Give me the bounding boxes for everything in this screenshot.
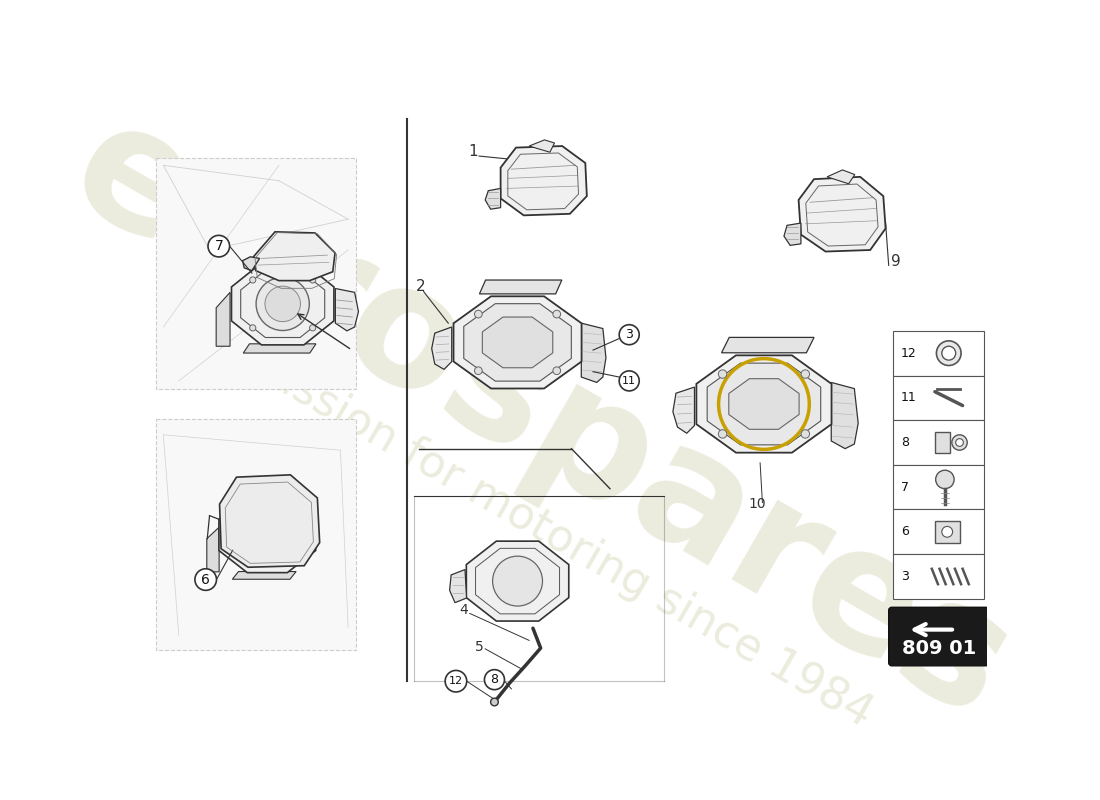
Circle shape <box>474 367 482 374</box>
Circle shape <box>553 367 561 374</box>
FancyBboxPatch shape <box>893 331 984 375</box>
Text: 6: 6 <box>901 526 909 538</box>
Text: eurospares: eurospares <box>44 86 1037 754</box>
Polygon shape <box>827 170 855 184</box>
Text: 5: 5 <box>475 639 484 654</box>
Circle shape <box>718 370 727 378</box>
Text: 9: 9 <box>891 254 901 269</box>
Circle shape <box>801 430 810 438</box>
Polygon shape <box>219 497 316 573</box>
Text: a passion for motoring since 1984: a passion for motoring since 1984 <box>201 318 880 736</box>
Polygon shape <box>581 323 606 382</box>
Circle shape <box>942 526 953 538</box>
Circle shape <box>956 438 964 446</box>
Circle shape <box>619 325 639 345</box>
FancyBboxPatch shape <box>893 375 984 420</box>
Polygon shape <box>156 158 356 389</box>
Polygon shape <box>935 521 959 542</box>
Polygon shape <box>696 355 832 453</box>
Text: 12: 12 <box>449 676 463 686</box>
Text: 4: 4 <box>460 603 469 618</box>
Circle shape <box>250 325 256 331</box>
Polygon shape <box>453 296 582 389</box>
Text: 3: 3 <box>901 570 909 583</box>
Circle shape <box>236 510 242 516</box>
Polygon shape <box>673 387 694 434</box>
Text: 2: 2 <box>416 279 426 294</box>
Polygon shape <box>799 177 886 251</box>
Polygon shape <box>480 280 562 294</box>
FancyBboxPatch shape <box>893 510 984 554</box>
Polygon shape <box>464 304 571 381</box>
Polygon shape <box>156 419 356 650</box>
Circle shape <box>244 511 290 558</box>
Polygon shape <box>243 257 260 270</box>
Polygon shape <box>784 223 801 246</box>
Polygon shape <box>529 140 554 152</box>
Circle shape <box>309 277 316 283</box>
Polygon shape <box>231 263 334 345</box>
Polygon shape <box>431 327 452 370</box>
Text: 10: 10 <box>749 497 767 511</box>
Polygon shape <box>220 475 320 567</box>
Polygon shape <box>217 292 230 346</box>
Polygon shape <box>707 363 821 445</box>
Polygon shape <box>722 338 814 353</box>
Text: 3: 3 <box>625 328 634 341</box>
Circle shape <box>293 510 298 516</box>
Polygon shape <box>935 432 950 454</box>
Circle shape <box>553 310 561 318</box>
Circle shape <box>195 569 217 590</box>
Text: 8: 8 <box>491 673 498 686</box>
Text: 11: 11 <box>623 376 636 386</box>
Circle shape <box>484 670 505 690</box>
Polygon shape <box>243 344 316 353</box>
Text: 6: 6 <box>201 573 210 586</box>
Circle shape <box>236 554 242 559</box>
Polygon shape <box>450 570 466 602</box>
Circle shape <box>718 430 727 438</box>
Circle shape <box>619 371 639 391</box>
Text: 7: 7 <box>901 481 909 494</box>
Polygon shape <box>500 146 587 215</box>
Polygon shape <box>832 382 858 449</box>
Circle shape <box>801 370 810 378</box>
FancyBboxPatch shape <box>893 554 984 599</box>
Circle shape <box>952 435 967 450</box>
Polygon shape <box>207 527 219 572</box>
FancyBboxPatch shape <box>889 607 989 666</box>
Text: 1: 1 <box>469 144 477 159</box>
Text: 8: 8 <box>901 436 909 449</box>
Text: 809 01: 809 01 <box>902 639 976 658</box>
Polygon shape <box>729 378 799 430</box>
Circle shape <box>446 670 466 692</box>
Circle shape <box>936 470 954 489</box>
Polygon shape <box>336 289 359 331</box>
Circle shape <box>250 277 256 283</box>
Circle shape <box>942 346 956 360</box>
FancyBboxPatch shape <box>893 420 984 465</box>
Polygon shape <box>466 541 569 621</box>
Text: 12: 12 <box>901 346 916 360</box>
Text: 11: 11 <box>901 391 916 404</box>
Polygon shape <box>232 571 296 579</box>
Polygon shape <box>482 317 553 368</box>
Circle shape <box>256 278 309 330</box>
Circle shape <box>493 556 542 606</box>
Circle shape <box>491 698 498 706</box>
Circle shape <box>293 554 298 559</box>
Polygon shape <box>485 188 501 209</box>
Circle shape <box>936 341 961 366</box>
Circle shape <box>474 310 482 318</box>
Circle shape <box>309 325 316 331</box>
FancyBboxPatch shape <box>893 465 984 510</box>
Polygon shape <box>253 232 336 281</box>
Circle shape <box>208 235 230 257</box>
Circle shape <box>265 286 300 322</box>
Text: 7: 7 <box>214 239 223 253</box>
